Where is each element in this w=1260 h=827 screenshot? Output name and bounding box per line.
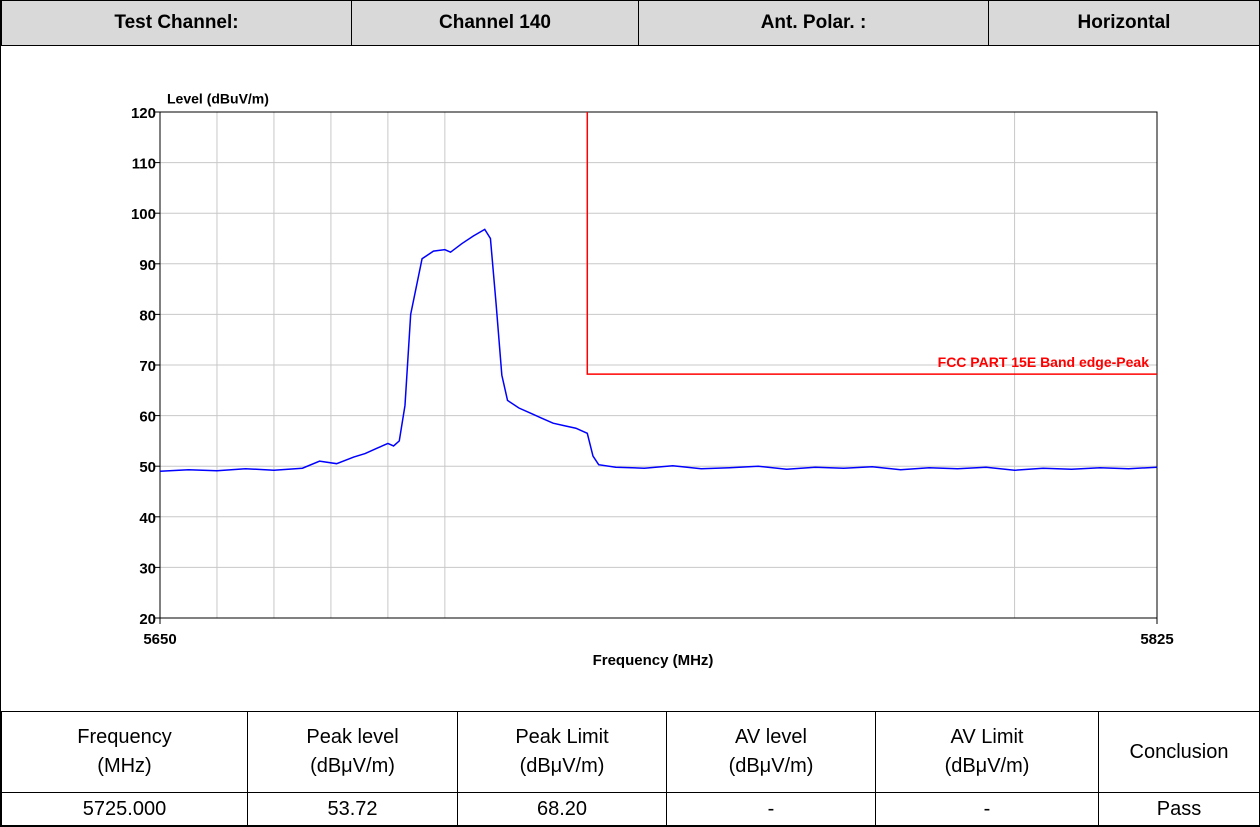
header-line: Conclusion: [1129, 740, 1229, 763]
table-header-row: Frequency (MHz) Peak level (dBμV/m) Peak Lim…: [1, 711, 1260, 793]
x-tick-label: 5650: [143, 631, 176, 648]
column-header: Conclusion: [1098, 711, 1260, 793]
y-tick-label: 30: [139, 560, 156, 577]
header-cell: Test Channel:: [1, 0, 352, 46]
table-cell: -: [875, 792, 1099, 826]
header-cell: Ant. Polar. :: [638, 0, 989, 46]
y-tick-label: 50: [139, 459, 156, 476]
series-line: [159, 228, 1158, 473]
y-tick-label: 40: [139, 510, 156, 527]
y-tick-label: 100: [131, 206, 156, 223]
column-header: Frequency (MHz): [1, 711, 248, 793]
column-header: AV level (dBμV/m): [666, 711, 876, 793]
column-header: Peak level (dBμV/m): [247, 711, 458, 793]
y-tick-label: 120: [131, 105, 156, 122]
y-tick-label: 110: [132, 156, 156, 173]
header-line: Frequency: [77, 726, 172, 748]
x-axis-label: Frequency (MHz): [593, 652, 714, 669]
column-header: AV Limit (dBμV/m): [875, 711, 1099, 793]
header-cell: Channel 140: [351, 0, 639, 46]
series-label: FCC PART 15E Band edge-Peak: [938, 354, 1150, 370]
table-cell: 53.72: [247, 792, 458, 826]
series-line: [586, 112, 1157, 375]
header-row: Test Channel: Channel 140 Ant. Polar. : Hor…: [1, 0, 1260, 46]
y-tick-label: 80: [139, 307, 156, 324]
column-header: Peak Limit (dBμV/m): [457, 711, 667, 793]
header-line: (dBμV/m): [519, 755, 605, 777]
y-tick-label: 90: [139, 257, 156, 274]
table-row: 5725.000 53.72 68.20- - Pass: [1, 792, 1260, 826]
header-line: (dBμV/m): [944, 755, 1030, 777]
chart: Level (dBuV/m) Frequency (MHz) 20 30 40 50 6…: [131, 91, 1174, 669]
header-table: Test Channel: Channel 140 Ant. Polar. : Hor…: [1, 0, 1260, 46]
y-axis-label: Level (dBuV/m): [167, 91, 269, 107]
result-table: Frequency (MHz) Peak level (dBμV/m) Peak Lim…: [1, 711, 1260, 826]
header-line: AV Limit: [950, 726, 1024, 748]
table-cell: 68.20: [457, 792, 667, 826]
table-cell: 5725.000: [1, 792, 248, 826]
table-cell: Pass: [1098, 792, 1260, 826]
header-line: (MHz): [97, 755, 152, 777]
x-tick-label: 5825: [1140, 631, 1173, 648]
header-line: Peak level: [306, 726, 399, 748]
y-tick-label: 60: [139, 409, 156, 426]
header-line: AV level: [735, 726, 807, 748]
plot-frame: [159, 111, 1158, 619]
header-line: Peak Limit: [515, 726, 609, 748]
header-line: (dBμV/m): [728, 755, 814, 777]
header-cell: Horizontal: [988, 0, 1260, 46]
table-cell: -: [666, 792, 876, 826]
y-tick-label: 70: [139, 358, 156, 375]
y-tick-label: 20: [139, 611, 156, 628]
header-line: (dBμV/m): [310, 755, 395, 777]
